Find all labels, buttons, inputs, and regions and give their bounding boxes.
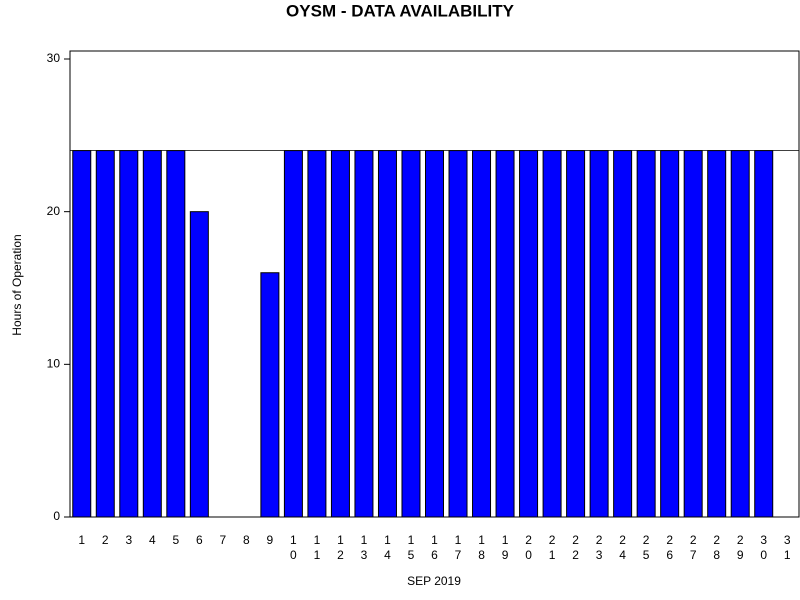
y-tick-label: 20 <box>47 204 61 218</box>
chart-title: OYSM - DATA AVAILABILITY <box>286 1 515 20</box>
y-axis-label: Hours of Operation <box>10 234 24 335</box>
bar <box>636 150 656 518</box>
y-tick-label: 0 <box>53 509 60 523</box>
bar <box>683 150 703 518</box>
bar <box>589 150 609 518</box>
bar <box>707 150 727 518</box>
bar <box>401 150 421 518</box>
x-tick-label: 7 <box>220 533 227 547</box>
x-tick-label: 1 <box>78 533 85 547</box>
y-tick-label: 10 <box>47 357 61 371</box>
x-axis-label: SEP 2019 <box>407 574 461 588</box>
bar <box>730 150 750 518</box>
x-tick-label: 5 <box>172 533 179 547</box>
bar <box>260 272 280 518</box>
bar <box>307 150 327 518</box>
bar <box>330 150 350 518</box>
bar <box>542 150 562 518</box>
bar <box>519 150 539 518</box>
bar <box>377 150 397 518</box>
bar <box>354 150 374 518</box>
x-tick-label: 3 <box>125 533 132 547</box>
bar <box>95 150 115 518</box>
bar <box>283 150 303 518</box>
bar <box>119 150 139 518</box>
bar <box>166 150 186 518</box>
x-tick-label: 6 <box>196 533 203 547</box>
bar <box>142 150 162 518</box>
bar <box>660 150 680 518</box>
x-tick-label: 2 <box>102 533 109 547</box>
bar <box>566 150 586 518</box>
bar <box>425 150 444 518</box>
bar <box>72 150 92 518</box>
bar <box>189 211 209 518</box>
bar <box>495 150 515 518</box>
y-tick-label: 30 <box>47 51 61 65</box>
x-tick-label: 4 <box>149 533 156 547</box>
bar <box>613 150 633 518</box>
x-tick-label: 8 <box>243 533 250 547</box>
x-tick-label: 9 <box>267 533 274 547</box>
bar <box>754 150 774 518</box>
bar <box>472 150 492 518</box>
bar <box>448 150 468 518</box>
